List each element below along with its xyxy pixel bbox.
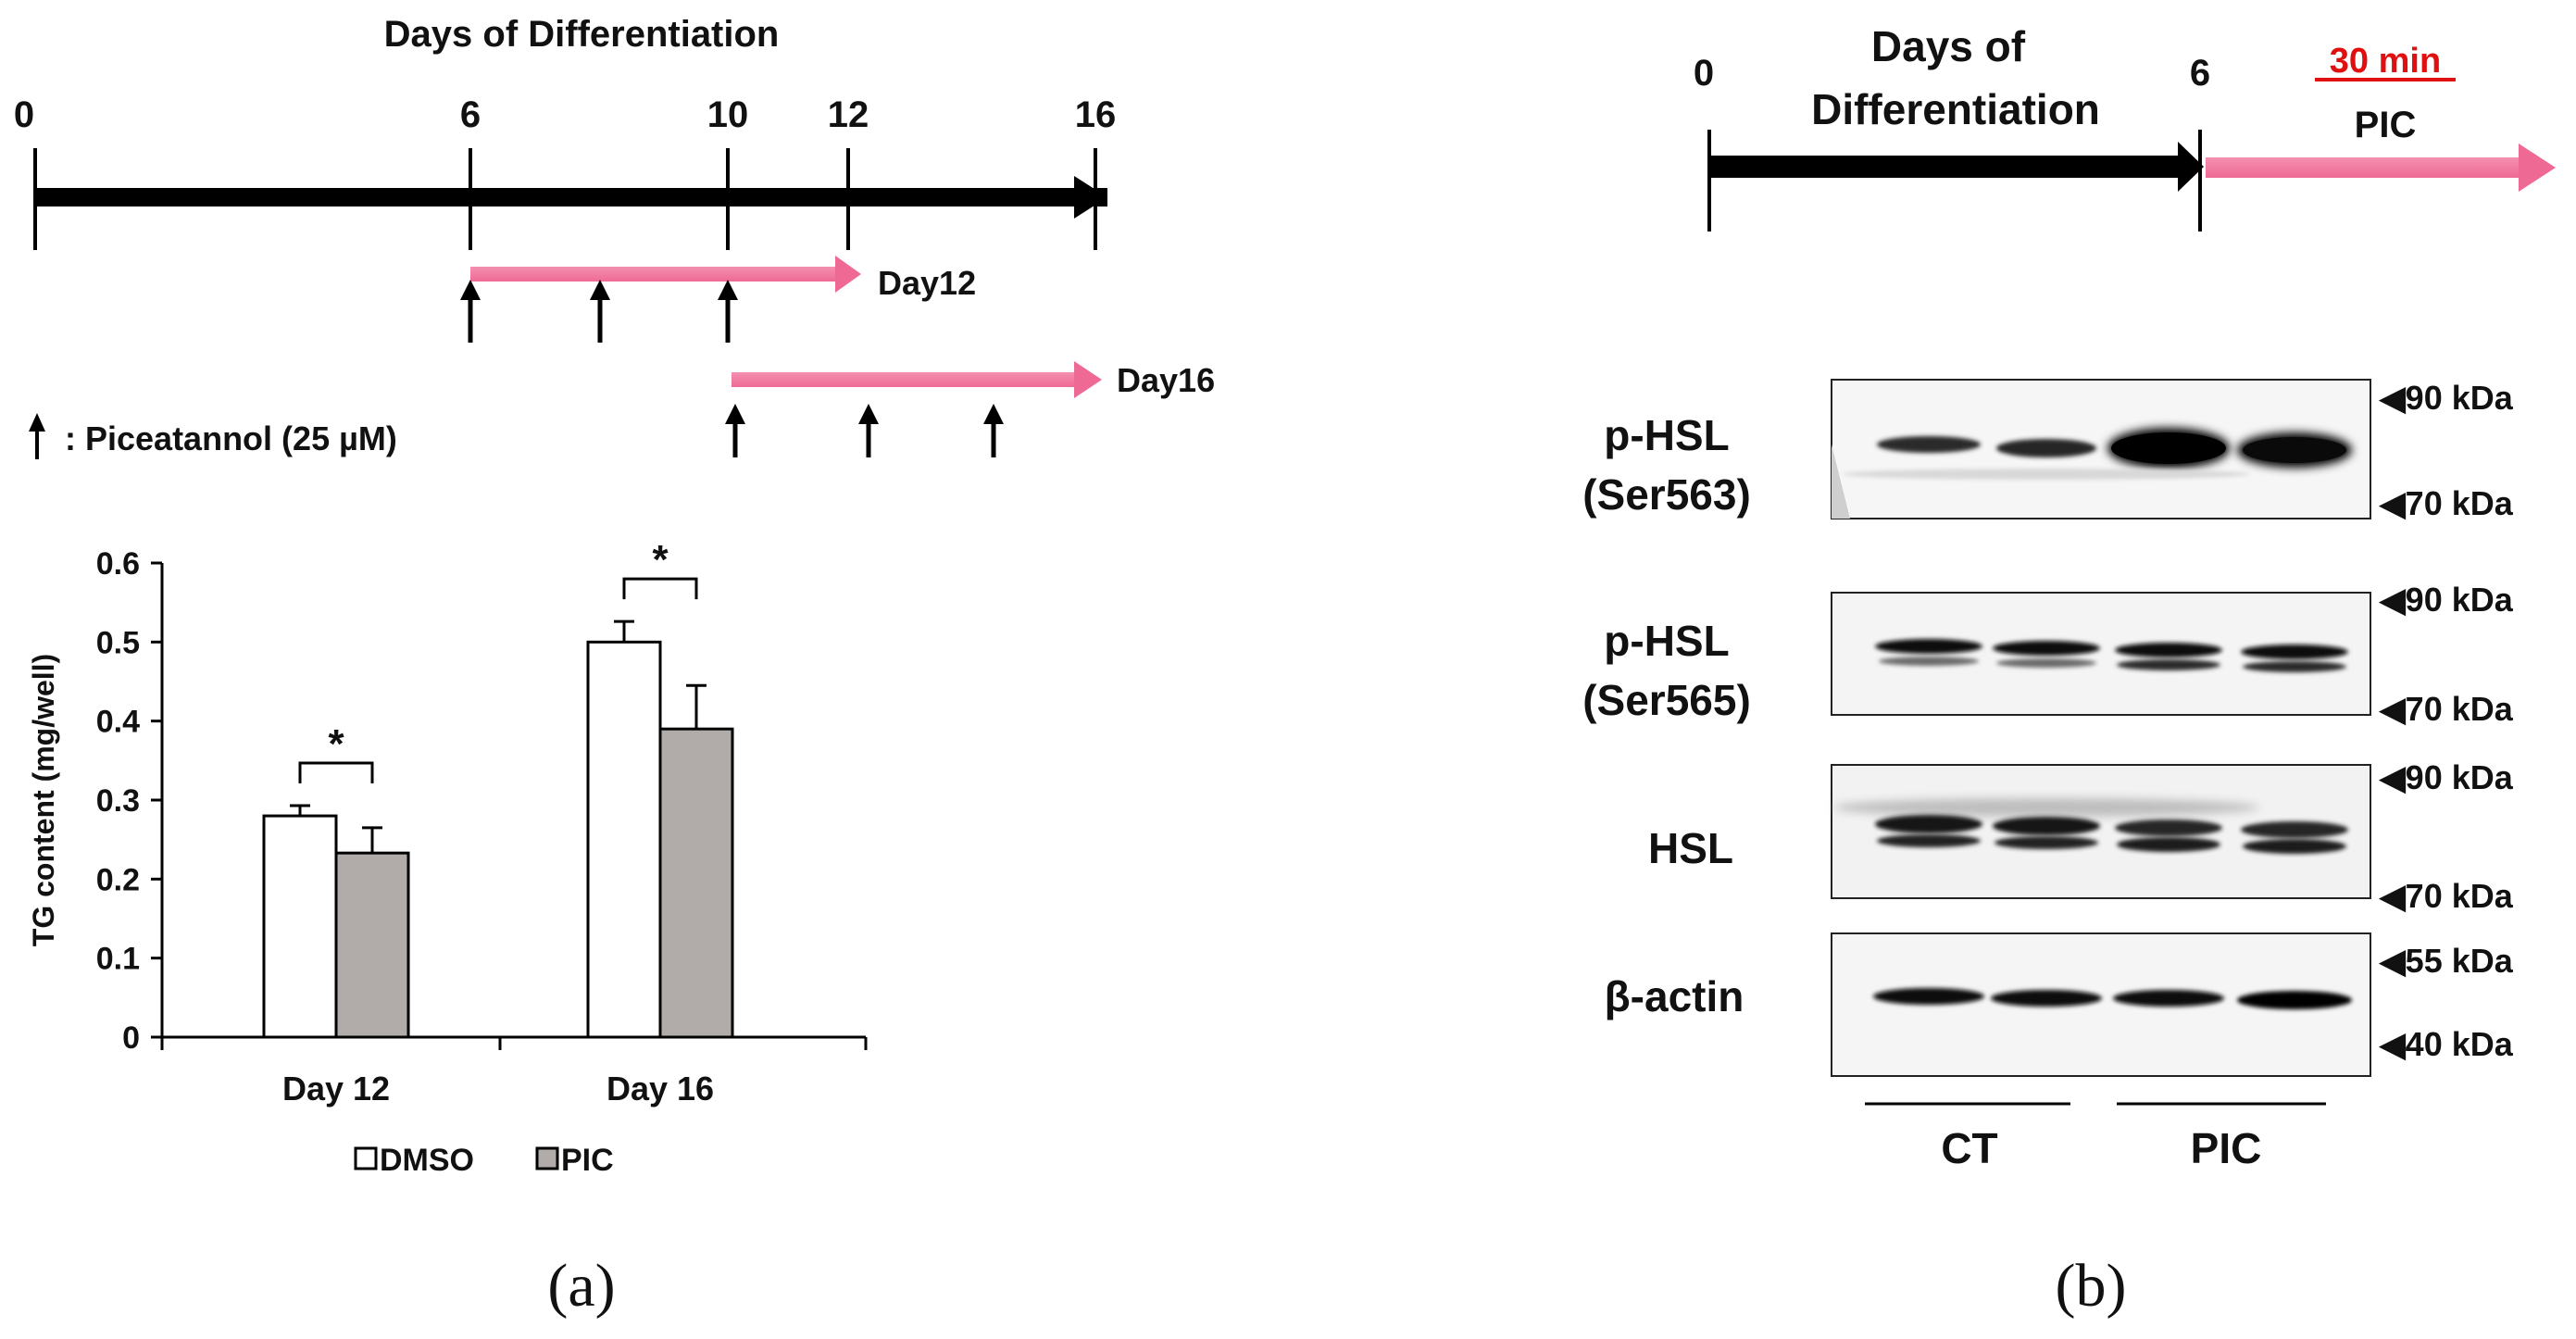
dose-arrows-day12 [460, 280, 738, 343]
marker-bottom: ◀40 kDa [2378, 1025, 2514, 1063]
marker-top: ◀90 kDa [2378, 379, 2514, 417]
timeline-title: Days of Differentiation [384, 14, 780, 55]
blot-beta-actin: β-actin ◀55 kDa ◀40 kDa [1605, 932, 2514, 1077]
blot-p-hsl-ser565: p-HSL (Ser565) ◀90 kDa ◀70 kDa [1582, 581, 2514, 728]
legend-label-dmso: DMSO [380, 1143, 474, 1178]
blot-hsl: HSL ◀90 kDa ◀70 kDa [1648, 758, 2514, 915]
panel-a-label: (a) [547, 1252, 615, 1320]
y-tick-label: 0.2 [96, 862, 140, 897]
blot-p-hsl-ser563: p-HSL (Ser563) ◀90 kDa ◀70 kDa [1582, 379, 2514, 522]
x-tick-label: Day 12 [282, 1070, 390, 1107]
y-tick-label: 0.1 [96, 942, 140, 977]
b-title-line2: Differentiation [1811, 85, 2100, 133]
y-tick-label: 0.4 [96, 705, 140, 740]
bars: ** [262, 537, 734, 1039]
bar-pic-2 [658, 727, 734, 1039]
treatment-label-day12: Day12 [878, 264, 976, 302]
chart-legend: DMSO PIC [354, 1143, 614, 1178]
blot-bands [1873, 988, 2352, 1009]
y-tick-label: 0.5 [96, 625, 140, 660]
blot-bands [1875, 639, 2348, 672]
b-day-label-6: 6 [2190, 53, 2210, 94]
day-label-6: 6 [460, 94, 481, 135]
day-label-10: 10 [707, 94, 749, 135]
bar-pic-1 [334, 851, 410, 1039]
blot-label-line2: (Ser565) [1582, 676, 1751, 724]
piceatannol-legend: : Piceatannol (25 µM) [29, 413, 397, 459]
panel-b-label: (b) [2056, 1252, 2127, 1320]
blot-label-line1: p-HSL [1604, 411, 1729, 459]
b-day-label-0: 0 [1694, 53, 1714, 94]
day-label-0: 0 [14, 94, 34, 135]
marker-bottom: ◀70 kDa [2378, 877, 2514, 915]
blot-bands [1832, 428, 2352, 519]
day-label-16: 16 [1075, 94, 1117, 135]
tg-content-bar-chart: 00.10.20.30.40.50.6 ** Day 12 Day 16 TG c… [27, 537, 868, 1178]
y-tick-label: 0 [122, 1020, 140, 1056]
panel-b-timeline: 0 6 Days of Differentiation 30 min PIC [1694, 22, 2556, 232]
blot-bands [1833, 798, 2348, 854]
significance-mark-2: * [652, 537, 669, 582]
legend-swatch-pic [535, 1146, 559, 1170]
piceatannol-legend-text: : Piceatannol (25 µM) [65, 419, 397, 457]
bar-dmso-2 [586, 640, 662, 1039]
group-label-pic: PIC [2191, 1124, 2262, 1172]
significance-mark-1: * [328, 721, 344, 767]
treatment-label-day16: Day16 [1117, 361, 1215, 399]
x-axis-ticks: Day 12 Day 16 [160, 1037, 868, 1107]
treatment-pic-label: PIC [2355, 105, 2417, 145]
dose-arrows-day16 [725, 404, 1004, 457]
x-tick-label: Day 16 [606, 1070, 714, 1107]
b-title-line1: Days of [1871, 22, 2026, 70]
marker-bottom: ◀70 kDa [2378, 484, 2514, 522]
y-tick-label: 0.6 [96, 546, 140, 582]
marker-bottom: ◀70 kDa [2378, 690, 2514, 728]
day-label-12: 12 [828, 94, 869, 135]
legend-swatch-dmso [354, 1146, 378, 1170]
lane-groups: CT PIC [1865, 1102, 2326, 1172]
b-treatment-arrow [2206, 144, 2556, 192]
marker-top: ◀55 kDa [2378, 942, 2514, 980]
marker-top: ◀90 kDa [2378, 581, 2514, 619]
b-main-arrow [1709, 142, 2204, 192]
main-timeline-arrow [35, 176, 1107, 219]
treatment-time-label: 30 min [2330, 42, 2441, 81]
panel-a-timeline: Days of Differentiation 0 6 10 12 16 Day… [14, 14, 1215, 459]
bar-dmso-1 [262, 814, 338, 1039]
treatment-arrow-day16 [732, 361, 1102, 398]
y-axis-label: TG content (mg/well) [27, 654, 60, 946]
group-label-ct: CT [1941, 1124, 1997, 1172]
blot-label-line1: β-actin [1605, 972, 1744, 1020]
significance-bracket-1 [298, 761, 374, 783]
marker-top: ◀90 kDa [2378, 758, 2514, 796]
b-timeline-ticks [1707, 130, 2202, 232]
blot-label-line1: p-HSL [1604, 617, 1729, 665]
y-tick-label: 0.3 [96, 783, 140, 819]
blot-label-line1: HSL [1648, 824, 1733, 872]
legend-label-pic: PIC [561, 1143, 614, 1178]
blot-label-line2: (Ser563) [1582, 470, 1751, 519]
significance-bracket-2 [622, 577, 698, 600]
y-axis-ticks: 0 0.1 0.2 0.3 0.4 0.5 0.6 [96, 546, 162, 1056]
treatment-arrow-day12 [470, 256, 861, 293]
